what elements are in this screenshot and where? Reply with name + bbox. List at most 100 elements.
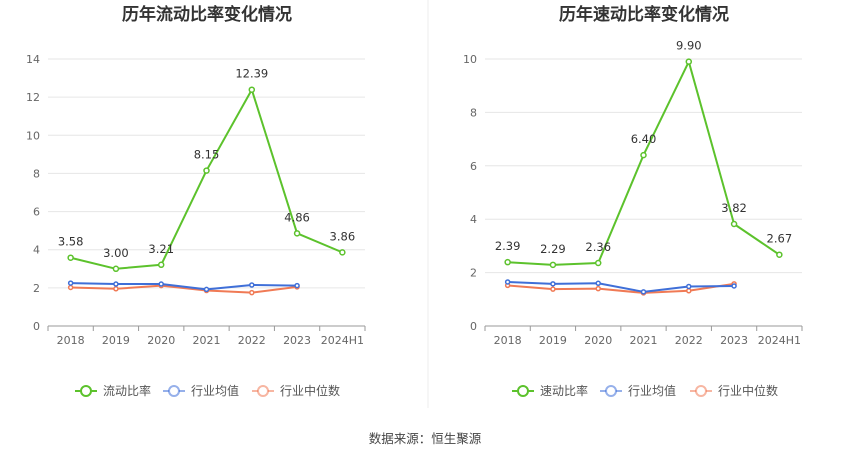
legend-marker [80, 385, 92, 397]
data-point [549, 261, 557, 269]
x-tick-label: 2024H1 [321, 334, 364, 347]
y-tick-label: 14 [26, 53, 40, 66]
data-point [550, 286, 556, 292]
legend-label: 行业均值 [628, 383, 676, 398]
data-point [112, 265, 120, 273]
data-label: 6.40 [631, 132, 657, 146]
legend-marker [168, 385, 180, 397]
y-tick-label: 8 [470, 106, 477, 119]
x-tick-label: 2022 [675, 334, 703, 347]
data-point [157, 261, 165, 269]
series-line [507, 60, 780, 266]
series-line [70, 282, 298, 291]
data-label: 12.39 [235, 67, 268, 81]
x-tick-label: 2019 [539, 334, 567, 347]
data-point [67, 284, 74, 291]
legend-item: 流动比率 [75, 383, 151, 398]
y-tick-label: 6 [470, 160, 477, 173]
legend-marker [517, 385, 529, 397]
data-point [776, 251, 783, 258]
data-point [249, 282, 255, 288]
data-label: 2.39 [495, 239, 521, 253]
x-tick-label: 2018 [494, 334, 522, 347]
data-point [248, 86, 256, 93]
series-line [70, 284, 298, 294]
chart-title: 历年速动比率变化情况 [559, 4, 729, 25]
data-point [249, 289, 255, 296]
data-source-note: 数据来源：恒生聚源 [369, 431, 482, 446]
legend-item: 速动比率 [512, 383, 588, 398]
x-tick-label: 2018 [57, 334, 85, 347]
data-label: 9.90 [676, 39, 702, 53]
legend-label: 速动比率 [540, 383, 588, 398]
current-ratio-chart: 历年流动比率变化情况 0 2 4 6 8 10 12 14 2018 2019 2020 2021 20… [26, 4, 366, 398]
data-point [594, 259, 602, 267]
data-label: 3.21 [148, 242, 174, 256]
data-point [113, 281, 119, 287]
x-tick-label: 2021 [630, 334, 658, 347]
data-point [640, 151, 647, 159]
data-label: 8.15 [194, 148, 220, 162]
data-label: 4.86 [284, 210, 310, 224]
x-tick-label: 2021 [193, 334, 221, 347]
series-line [507, 282, 735, 294]
legend-item: 行业中位数 [252, 383, 340, 398]
x-tick-label: 2020 [584, 334, 612, 347]
legend-item: 行业均值 [600, 383, 676, 398]
data-point [550, 281, 556, 287]
data-point [504, 279, 511, 285]
legend-item: 行业中位数 [690, 383, 778, 398]
data-point [731, 283, 737, 289]
data-label: 3.86 [330, 229, 356, 243]
legend-marker [695, 385, 707, 397]
legend-marker [605, 385, 617, 397]
x-tick-label: 2024H1 [758, 334, 801, 347]
chart-title: 历年流动比率变化情况 [122, 4, 292, 25]
data-point [158, 281, 164, 287]
data-label: 2.29 [540, 242, 566, 256]
data-point [203, 286, 210, 293]
y-tick-label: 8 [33, 167, 40, 180]
y-tick-label: 2 [33, 282, 40, 295]
legend-marker [257, 385, 269, 397]
series-line [70, 88, 343, 270]
y-tick-label: 2 [470, 267, 477, 280]
legend-label: 行业中位数 [280, 383, 340, 398]
x-tick-label: 2020 [147, 334, 175, 347]
data-point [685, 58, 693, 65]
data-point [686, 283, 692, 290]
data-label: 3.82 [721, 201, 747, 215]
legend-label: 流动比率 [103, 383, 151, 398]
legend-label: 行业中位数 [718, 383, 778, 398]
data-point [339, 249, 346, 256]
data-point [640, 289, 647, 295]
y-tick-label: 10 [463, 53, 477, 66]
data-point [67, 254, 74, 261]
x-tick-label: 2023 [283, 334, 311, 347]
x-tick-label: 2022 [238, 334, 266, 347]
x-tick-label: 2019 [102, 334, 130, 347]
data-label: 3.00 [103, 246, 129, 260]
y-tick-label: 4 [470, 213, 477, 226]
data-label: 2.36 [585, 240, 611, 254]
data-point [686, 288, 692, 294]
data-point [203, 167, 210, 174]
data-point [730, 220, 738, 228]
x-tick-label: 2023 [720, 334, 748, 347]
data-point [113, 286, 119, 292]
legend-item: 行业均值 [163, 383, 239, 398]
data-point [595, 285, 601, 292]
y-tick-label: 0 [33, 320, 40, 333]
data-point [595, 280, 601, 287]
y-tick-label: 6 [33, 206, 40, 219]
y-tick-label: 0 [470, 320, 477, 333]
data-point [293, 230, 301, 237]
data-label: 2.67 [767, 232, 793, 246]
data-point [294, 282, 300, 289]
legend-label: 行业均值 [191, 383, 239, 398]
y-tick-label: 4 [33, 244, 40, 257]
quick-ratio-chart: 历年速动比率变化情况 0 2 4 6 8 10 2018 2019 2020 2021 2022 20… [463, 4, 803, 398]
data-point [504, 258, 511, 266]
data-point [67, 280, 74, 286]
